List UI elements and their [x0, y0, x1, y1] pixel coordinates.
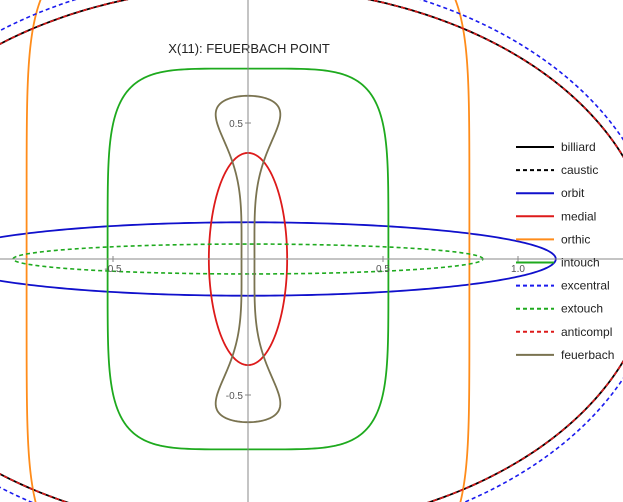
legend-item: feuerbach — [516, 348, 614, 362]
curve-orbit — [0, 221, 557, 297]
legend-label: orbit — [561, 186, 585, 200]
legend-item: extouch — [516, 302, 603, 316]
legend-item: caustic — [516, 163, 598, 177]
legend-item: excentral — [516, 279, 610, 293]
legend: billiard caustic orbit medial orthic intouch e… — [516, 140, 614, 362]
y-tick-label: 0.5 — [229, 119, 243, 130]
legend-label: intouch — [561, 256, 600, 270]
legend-item: medial — [516, 209, 596, 223]
legend-item: intouch — [516, 256, 600, 270]
legend-item: anticompl — [516, 325, 612, 339]
legend-label: feuerbach — [561, 348, 614, 362]
x-tick-label: -0.5 — [104, 264, 122, 275]
legend-label: orthic — [561, 232, 590, 246]
legend-label: medial — [561, 209, 596, 223]
legend-label: excentral — [561, 279, 610, 293]
legend-label: anticompl — [561, 325, 612, 339]
legend-label: billiard — [561, 140, 596, 154]
chart-title: X(11): FEUERBACH POINT — [168, 41, 330, 56]
y-tick-label: -0.5 — [226, 391, 244, 402]
legend-item: orthic — [516, 232, 590, 246]
legend-item: orbit — [516, 186, 585, 200]
legend-item: billiard — [516, 140, 596, 154]
x-tick-label: 1.0 — [511, 264, 525, 275]
legend-label: extouch — [561, 302, 603, 316]
curve-extouch — [12, 243, 484, 275]
legend-label: caustic — [561, 163, 598, 177]
x-tick-label: 0.5 — [376, 264, 390, 275]
